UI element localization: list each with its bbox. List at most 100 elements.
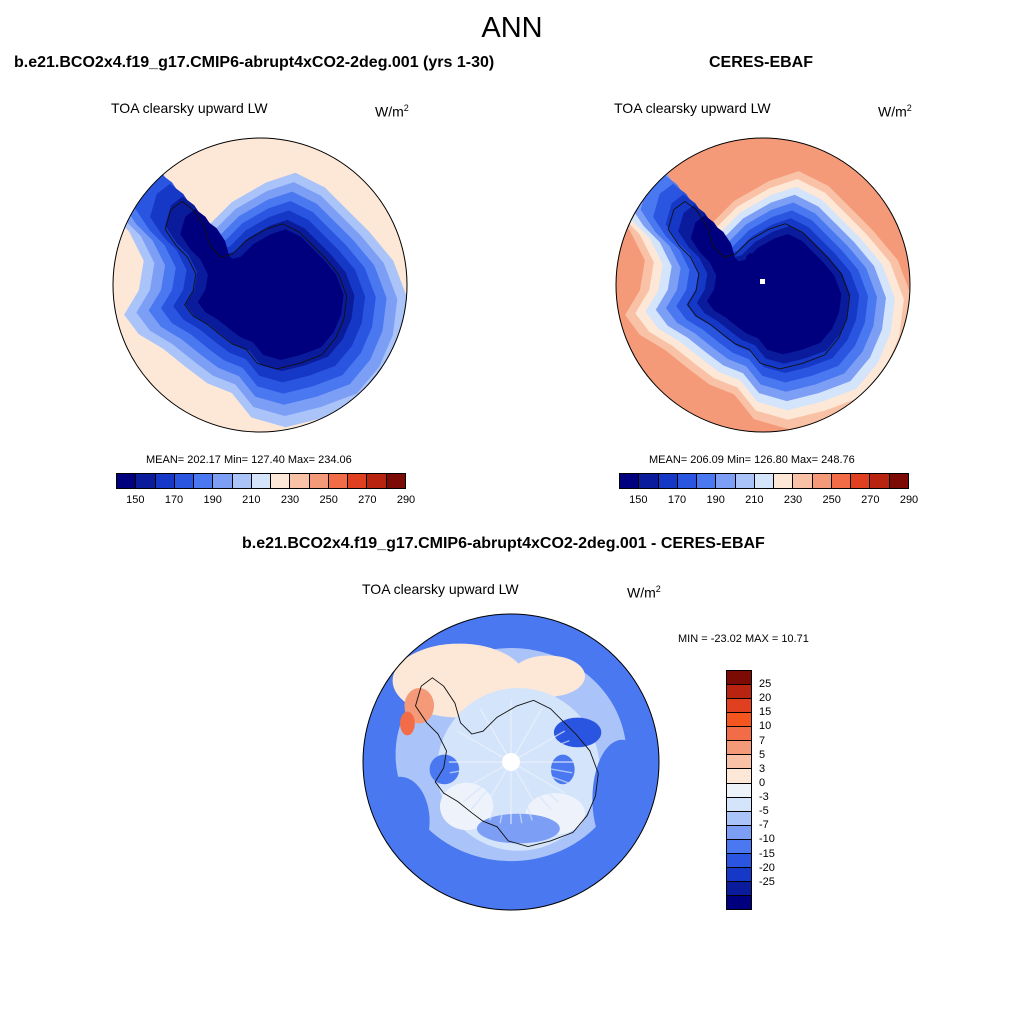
model-units-label: W/m2 bbox=[375, 103, 409, 120]
diff-missing-data-hole bbox=[502, 753, 520, 771]
colorbar-tick-label: 290 bbox=[396, 494, 416, 506]
colorbar-tick-label: 270 bbox=[861, 494, 880, 506]
diff-variable-label: TOA clearsky upward LW bbox=[362, 581, 519, 597]
model-colorbar-ticks: 150 170 190 210 230 250 270 290 bbox=[116, 494, 415, 508]
colorbar-swatch bbox=[831, 474, 852, 488]
colorbar-swatch bbox=[232, 474, 252, 488]
diff-pole-streak bbox=[470, 761, 512, 811]
colorbar-swatch bbox=[727, 839, 751, 854]
colorbar-swatch bbox=[727, 741, 751, 756]
colorbar-swatch bbox=[309, 474, 329, 488]
colorbar-tick-label: -20 bbox=[759, 861, 775, 874]
diff-map-border bbox=[362, 613, 660, 911]
diff-pole-streak bbox=[510, 700, 523, 763]
diff-pole-streak bbox=[510, 761, 573, 774]
diff-contour-band bbox=[511, 655, 585, 697]
colorbar-swatch bbox=[328, 474, 349, 488]
diff-pole-streak bbox=[449, 761, 512, 774]
colorbar-swatch bbox=[727, 755, 751, 770]
diff-coastline bbox=[415, 677, 599, 847]
diff-pole-streak bbox=[510, 761, 533, 821]
colorbar-tick-label: -25 bbox=[759, 875, 775, 888]
diff-contour-band bbox=[592, 739, 652, 859]
diff-pole-streak bbox=[510, 713, 552, 763]
colorbar-tick-label: -3 bbox=[759, 791, 769, 804]
colorbar-swatch bbox=[793, 474, 813, 488]
diff-pole-streak bbox=[449, 750, 512, 763]
diff-pole-streak bbox=[510, 730, 566, 763]
diff-contour-band bbox=[476, 813, 560, 844]
colorbar-swatch bbox=[754, 474, 775, 488]
colorbar-swatch bbox=[620, 474, 640, 488]
colorbar-tick-label: 290 bbox=[899, 494, 919, 506]
colorbar-tick-label: 230 bbox=[280, 494, 300, 506]
diff-pole-streak bbox=[470, 713, 512, 763]
colorbar-swatch bbox=[117, 474, 137, 488]
colorbar-swatch bbox=[136, 474, 156, 488]
colorbar-swatch bbox=[889, 474, 908, 488]
colorbar-swatch bbox=[870, 474, 890, 488]
model-variable-label: TOA clearsky upward LW bbox=[111, 100, 268, 116]
colorbar-tick-label: 250 bbox=[822, 494, 841, 506]
colorbar-swatch bbox=[348, 474, 368, 488]
colorbar-swatch bbox=[677, 474, 698, 488]
colorbar-swatch bbox=[727, 671, 751, 686]
model-contour-band bbox=[241, 252, 303, 310]
colorbar-swatch bbox=[727, 685, 751, 700]
diff-pole-streak bbox=[510, 721, 560, 763]
diff-stats: MIN = -23.02 MAX = 10.71 bbox=[678, 633, 809, 645]
diff-pole-streak bbox=[462, 761, 512, 803]
colorbar-tick-label: 3 bbox=[759, 762, 766, 775]
model-stats: MEAN= 202.17 Min= 127.40 Max= 234.06 bbox=[146, 454, 352, 466]
diff-pole-streak bbox=[510, 761, 552, 811]
colorbar-tick-label: 170 bbox=[667, 494, 687, 506]
colorbar-tick-label: 230 bbox=[783, 494, 803, 506]
colorbar-swatch bbox=[386, 474, 405, 488]
diff-pole-streak bbox=[489, 761, 512, 821]
colorbar-tick-label: 10 bbox=[759, 720, 772, 733]
diff-pole-streak bbox=[510, 707, 543, 763]
model-polar-map bbox=[112, 137, 408, 433]
diff-pole-streak bbox=[510, 703, 533, 763]
obs-colorbar-ticks: 150 170 190 210 230 250 270 290 bbox=[619, 494, 918, 508]
colorbar-tick-label: 150 bbox=[126, 494, 145, 506]
diff-pole-streak bbox=[510, 740, 570, 763]
diff-pole-streak bbox=[452, 761, 512, 784]
colorbar-swatch bbox=[716, 474, 736, 488]
colorbar-swatch bbox=[727, 727, 751, 742]
colorbar-tick-label: 210 bbox=[745, 494, 764, 506]
obs-map-border bbox=[615, 137, 911, 433]
colorbar-swatch bbox=[271, 474, 291, 488]
colorbar-swatch bbox=[727, 713, 751, 728]
colorbar-tick-label: -15 bbox=[759, 847, 775, 860]
colorbar-swatch bbox=[194, 474, 214, 488]
model-colorbar bbox=[116, 473, 406, 489]
diff-pole-streak bbox=[479, 707, 512, 763]
colorbar-tick-label: 7 bbox=[759, 734, 766, 747]
obs-variable-label: TOA clearsky upward LW bbox=[614, 100, 771, 116]
colorbar-swatch bbox=[639, 474, 659, 488]
diff-pole-streak bbox=[452, 740, 512, 763]
colorbar-tick-label: 5 bbox=[759, 748, 766, 761]
figure-title: ANN bbox=[481, 12, 543, 44]
colorbar-tick-label: 15 bbox=[759, 706, 772, 719]
obs-stats: MEAN= 206.09 Min= 126.80 Max= 248.76 bbox=[649, 454, 855, 466]
colorbar-tick-label: 170 bbox=[164, 494, 184, 506]
obs-units-label: W/m2 bbox=[878, 103, 912, 120]
diff-polar-map bbox=[362, 613, 660, 911]
diff-pole-streak bbox=[489, 703, 512, 763]
diff-pole-streak bbox=[499, 761, 512, 824]
diff-contour-band bbox=[370, 776, 430, 866]
colorbar-swatch bbox=[727, 699, 751, 714]
colorbar-swatch bbox=[727, 825, 751, 840]
colorbar-swatch bbox=[155, 474, 175, 488]
colorbar-tick-label: 25 bbox=[759, 678, 772, 691]
obs-missing-data-cell bbox=[760, 279, 765, 284]
colorbar-swatch bbox=[727, 811, 751, 826]
obs-contour-band bbox=[744, 252, 806, 310]
diff-units-label: W/m2 bbox=[627, 584, 661, 601]
colorbar-swatch bbox=[213, 474, 233, 488]
obs-coastline bbox=[667, 200, 851, 370]
colorbar-swatch bbox=[367, 474, 387, 488]
colorbar-tick-label: 20 bbox=[759, 692, 772, 705]
